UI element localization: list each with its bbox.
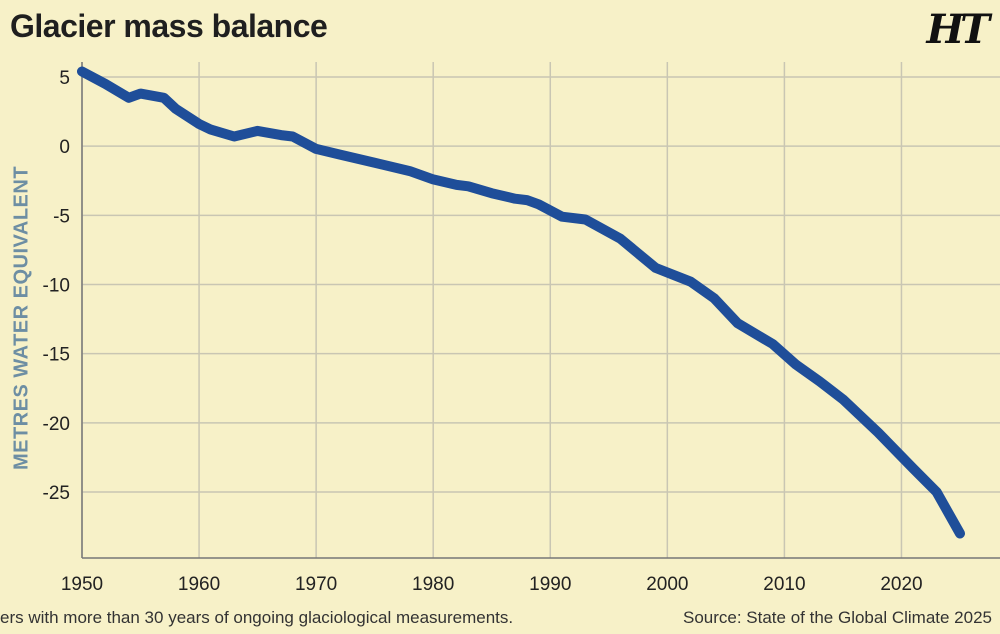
x-tick-label-1970: 1970	[295, 574, 337, 595]
ht-logo: HT	[926, 6, 990, 53]
x-tick-label-2010: 2010	[763, 574, 805, 595]
source-note: Source: State of the Global Climate 2025	[682, 608, 992, 627]
y-tick-label-neg25: -25	[43, 483, 70, 504]
x-tick-label-1950: 1950	[61, 574, 103, 595]
y-tick-label-neg5: -5	[53, 206, 70, 227]
x-tick-label-1990: 1990	[529, 574, 571, 595]
y-tick-label-5: 5	[59, 68, 70, 89]
footnote: ers with more than 30 years of ongoing g…	[0, 608, 514, 627]
x-tick-labels: 1950 1960 1970 1980 1990 2000 2010 2020	[61, 574, 923, 595]
x-tick-label-2020: 2020	[880, 574, 922, 595]
x-tick-label-1960: 1960	[178, 574, 220, 595]
series-lines	[77, 66, 965, 539]
series-line-0	[77, 66, 965, 539]
chart-title: Glacier mass balance	[10, 8, 328, 44]
x-tick-label-2000: 2000	[646, 574, 688, 595]
y-tick-labels: 5 0 -5 -10 -15 -20 -25	[43, 68, 70, 504]
grid-lines	[81, 62, 1000, 559]
y-tick-label-neg15: -15	[43, 345, 70, 366]
x-tick-label-1980: 1980	[412, 574, 454, 595]
y-tick-label-0: 0	[59, 137, 70, 158]
y-tick-label-neg20: -20	[43, 414, 70, 435]
y-tick-label-neg10: -10	[43, 276, 70, 297]
